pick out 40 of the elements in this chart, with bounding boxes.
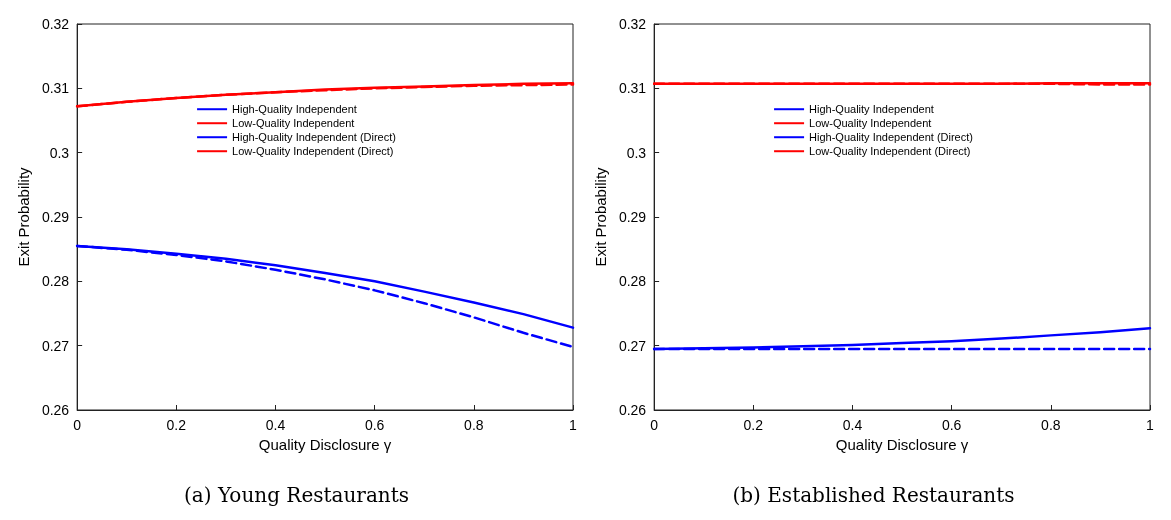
y-tick-label: 0.29	[618, 209, 647, 225]
text: (b) Established Restaurants	[732, 483, 1015, 507]
legend-label: High-Quality Independent	[809, 103, 934, 116]
y-tick-label: 0.26	[618, 402, 647, 418]
y-tick-label: 0.29	[41, 209, 70, 225]
y-tick-label: 0.32	[618, 16, 647, 32]
x-tick-label: 0.6	[941, 417, 962, 433]
x-tick-label: 0.8	[464, 417, 484, 433]
x-tick-label: 0.2	[166, 417, 187, 433]
x-axis-title: Quality Disclosure γ	[835, 435, 969, 453]
legend-label: Low-Quality Independent	[232, 117, 355, 130]
x-tick-label: 1	[1146, 417, 1155, 433]
x-tick-label: 0.4	[842, 417, 863, 433]
legend-label: High-Quality Independent (Direct)	[809, 131, 973, 144]
y-tick-label: 0.27	[618, 337, 647, 354]
y-tick-label: 0.31	[41, 80, 70, 97]
y-tick-label: 0.3	[626, 144, 647, 161]
legend-label: Low-Quality Independent (Direct)	[809, 145, 971, 158]
x-tick-label: 0.6	[364, 417, 385, 433]
legend-label: High-Quality Independent (Direct)	[232, 131, 396, 144]
y-tick-label: 0.31	[618, 80, 647, 97]
text: (a) Young Restaurants	[184, 483, 409, 507]
y-tick-label: 0.32	[41, 16, 70, 32]
legend-label: Low-Quality Independent (Direct)	[232, 145, 394, 158]
y-axis-title: Exit Probability	[15, 166, 32, 267]
x-tick-label: 1	[569, 417, 578, 433]
x-tick-label: 0.8	[1041, 417, 1061, 433]
x-tick-label: 0	[73, 417, 82, 433]
x-tick-label: 0.2	[743, 417, 764, 433]
y-tick-label: 0.26	[41, 402, 70, 418]
legend-label: Low-Quality Independent	[809, 117, 932, 130]
y-tick-label: 0.27	[41, 337, 70, 354]
x-axis-title: Quality Disclosure γ	[258, 435, 392, 453]
x-tick-label: 0.4	[265, 417, 286, 433]
x-tick-label: 0	[650, 417, 659, 433]
y-tick-label: 0.28	[618, 273, 647, 290]
y-tick-label: 0.3	[49, 144, 70, 161]
y-axis-title: Exit Probability	[592, 166, 609, 267]
y-tick-label: 0.28	[41, 273, 70, 290]
legend-label: High-Quality Independent	[232, 103, 357, 116]
